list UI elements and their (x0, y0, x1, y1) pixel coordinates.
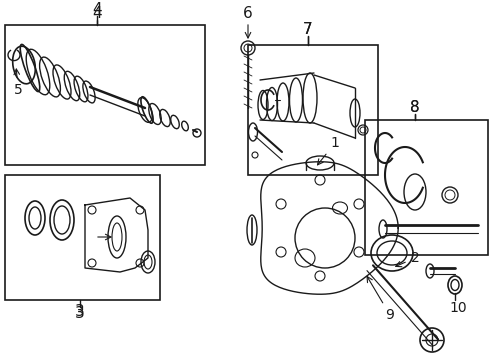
Text: 6: 6 (243, 6, 253, 22)
Text: 3: 3 (75, 305, 85, 320)
Text: 8: 8 (410, 100, 420, 116)
Text: 2: 2 (396, 251, 419, 267)
Text: 4: 4 (92, 3, 102, 18)
Bar (365, 120, 488, 255)
Text: 9: 9 (367, 276, 394, 322)
Bar (248, 45, 378, 175)
Text: 10: 10 (449, 301, 467, 315)
Bar (5, 25, 205, 165)
Text: 7: 7 (303, 22, 313, 37)
Text: 7: 7 (303, 22, 313, 37)
Text: 8: 8 (410, 100, 420, 116)
Text: 1: 1 (318, 136, 340, 165)
Text: 5: 5 (14, 69, 23, 97)
Bar (5, 175, 160, 300)
Text: 4: 4 (92, 6, 102, 22)
Text: 3: 3 (75, 306, 85, 320)
